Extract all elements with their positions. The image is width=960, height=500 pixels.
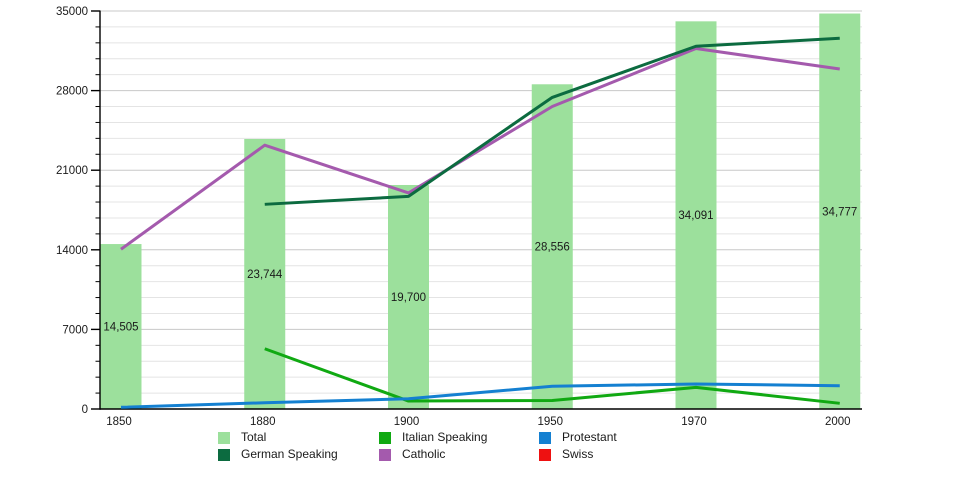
- y-axis-label-0: 0: [82, 404, 88, 416]
- bar-1880: [244, 138, 286, 409]
- legend-swatch-icon: [379, 431, 391, 444]
- legend-item-german-speaking: German Speaking: [218, 448, 379, 461]
- bar-value-label-1900: 19,700: [391, 292, 426, 304]
- legend-swatch-icon: [218, 448, 230, 461]
- legend-item-total: Total: [218, 431, 379, 444]
- bar-1950: [531, 84, 573, 409]
- series-line-catholic: [120, 47, 840, 251]
- bar-1850: [100, 244, 142, 409]
- series-line-german-speaking: [264, 36, 840, 206]
- legend-swatch-icon: [379, 448, 391, 461]
- bar-value-label-1850: 14,505: [103, 322, 138, 334]
- y-axis-label-35000: 35000: [56, 6, 88, 18]
- legend-swatch-icon: [539, 431, 551, 444]
- legend-label: Swiss: [562, 447, 594, 461]
- bar-1970: [675, 21, 717, 409]
- bar-value-label-1880: 23,744: [247, 269, 283, 281]
- legend-label: Total: [241, 430, 267, 444]
- series-line-protestant: [120, 382, 840, 409]
- legend-swatch-icon: [539, 448, 551, 461]
- y-axis-label-28000: 28000: [56, 86, 88, 98]
- bar-value-label-1950: 28,556: [535, 242, 570, 254]
- x-axis-label-1880: 1880: [250, 416, 276, 428]
- bar-2000: [819, 13, 861, 410]
- x-axis-label-1970: 1970: [681, 416, 707, 428]
- x-axis-label-1950: 1950: [537, 416, 563, 428]
- x-axis-label-1850: 1850: [106, 416, 132, 428]
- legend: Total Italian Speaking Protestant German Sp…: [218, 431, 729, 461]
- bar-value-label-2000: 34,777: [822, 206, 857, 218]
- bar-1900: [388, 184, 429, 409]
- x-axis-label-2000: 2000: [825, 416, 851, 428]
- y-axis-label-14000: 14000: [56, 245, 88, 257]
- y-axis-label-7000: 7000: [62, 324, 88, 336]
- x-axis-label-1900: 1900: [394, 416, 420, 428]
- y-axis-label-21000: 21000: [56, 165, 88, 177]
- legend-item-italian-speaking: Italian Speaking: [379, 431, 539, 444]
- legend-swatch-icon: [218, 431, 230, 444]
- legend-item-protestant: Protestant: [539, 431, 729, 444]
- legend-label: Catholic: [402, 447, 446, 461]
- legend-item-swiss: Swiss: [539, 448, 729, 461]
- series-line-italian-speaking: [264, 347, 840, 405]
- legend-label: Protestant: [562, 430, 617, 444]
- bar-value-label-1970: 34,091: [678, 210, 713, 222]
- legend-label: Italian Speaking: [402, 430, 488, 444]
- legend-item-catholic: Catholic: [379, 448, 539, 461]
- legend-label: German Speaking: [241, 447, 338, 461]
